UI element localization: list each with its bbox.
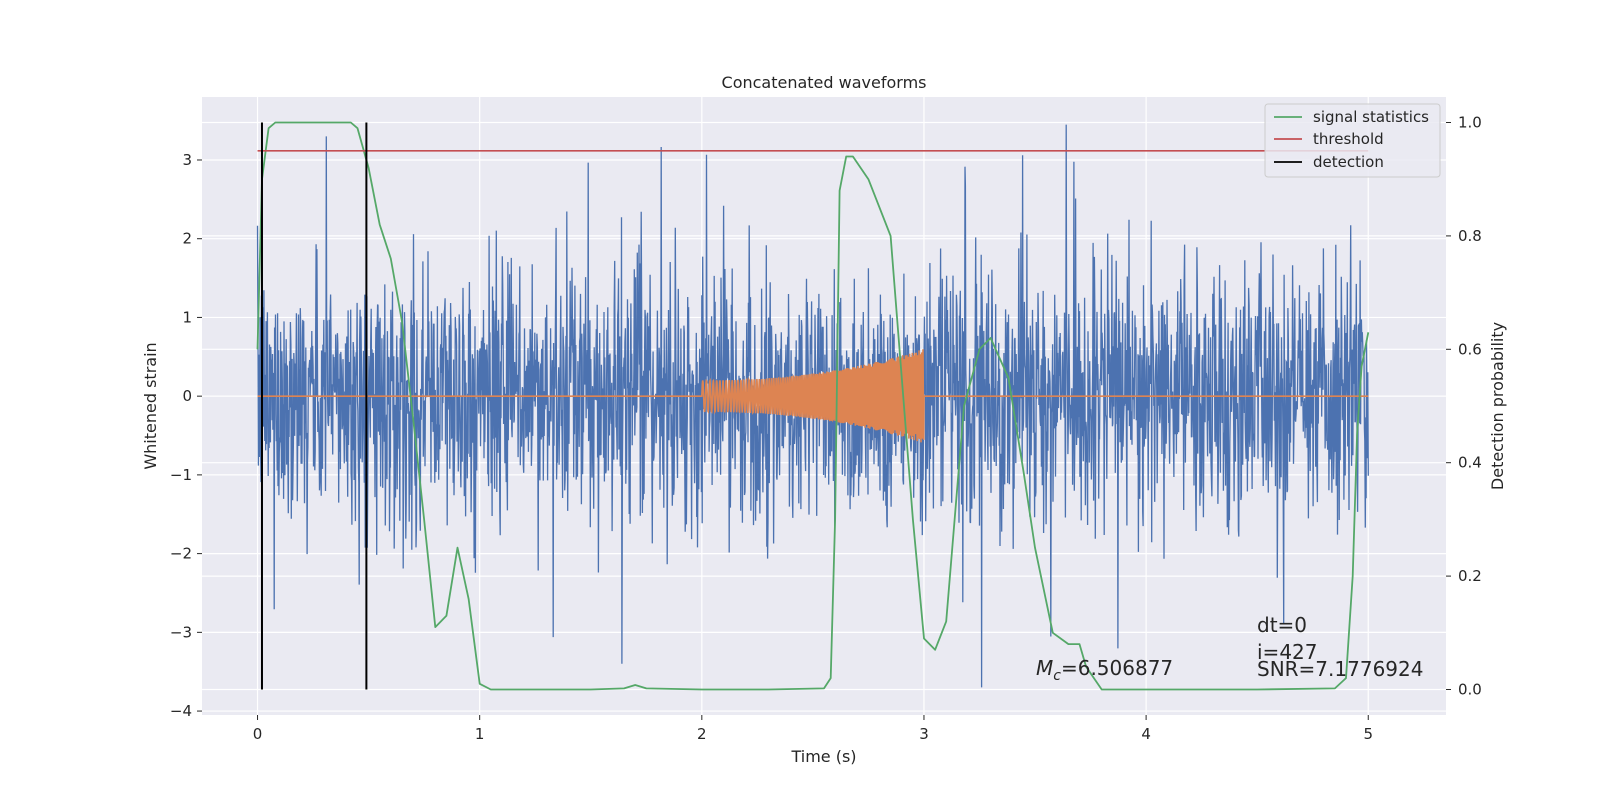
x-tick-label-2: 2 xyxy=(697,725,707,743)
y-tick-label-right-2: 0.6 xyxy=(1458,340,1482,358)
y-tick-label-left-1: 2 xyxy=(182,230,192,248)
y-tick-label-left-2: 1 xyxy=(182,308,192,326)
y-tick-label-right-0: 1.0 xyxy=(1458,114,1482,132)
annotation-i: i=427 xyxy=(1257,640,1318,664)
data-layer xyxy=(256,121,1370,691)
y-tick-label-right-5: 0.0 xyxy=(1458,680,1482,698)
legend-label-signal-statistics: signal statistics xyxy=(1313,108,1429,126)
x-tick-label-1: 1 xyxy=(475,725,485,743)
y-tick-label-right-3: 0.4 xyxy=(1458,454,1482,472)
y-tick-label-left-5: −2 xyxy=(170,545,192,563)
annotation-dt: dt=0 xyxy=(1257,613,1307,637)
annotation-mc-subscript: c xyxy=(1053,668,1061,684)
y-tick-label-left-0: 3 xyxy=(182,151,192,169)
y-axis-label-right: Detection probability xyxy=(1488,322,1507,490)
x-tick-label-0: 0 xyxy=(253,725,263,743)
signal-statistics-series xyxy=(256,121,1370,691)
axes: 0 1 2 3 4 5 3 2 1 0 −1 −2 −3 −4 1.0 0.8 0.6 0.4 0.2 0.0 xyxy=(170,114,1482,743)
y-tick-label-left-3: 0 xyxy=(182,387,192,405)
x-tick-label-4: 4 xyxy=(1141,725,1151,743)
y-tick-label-left-4: −1 xyxy=(170,466,192,484)
x-tick-label-3: 3 xyxy=(919,725,929,743)
legend-label-detection: detection xyxy=(1313,153,1384,171)
annotation-snr: SNR=7.1776924 xyxy=(1257,657,1423,681)
legend-label-threshold: threshold xyxy=(1313,130,1384,148)
y-tick-label-right-1: 0.8 xyxy=(1458,227,1482,245)
annotation-mc-symbol: M xyxy=(1036,656,1053,680)
legend-box xyxy=(1264,103,1441,178)
x-axis-label: Time (s) xyxy=(790,747,856,766)
y-tick-label-left-6: −3 xyxy=(170,623,192,641)
y-tick-label-right-4: 0.2 xyxy=(1458,567,1482,585)
y-tick-label-left-7: −4 xyxy=(170,702,192,720)
annotation-mc-value: =6.506877 xyxy=(1061,656,1173,680)
y-axis-label-left: Whitened strain xyxy=(141,342,160,469)
x-tick-label-5: 5 xyxy=(1363,725,1373,743)
annotation-mc: Mc=6.506877 xyxy=(1036,656,1173,684)
injected-waveform-series xyxy=(257,349,1369,443)
chart-title: Concatenated waveforms xyxy=(722,73,927,92)
legend: signal statistics threshold detection xyxy=(1264,103,1441,178)
grid xyxy=(202,97,1446,715)
